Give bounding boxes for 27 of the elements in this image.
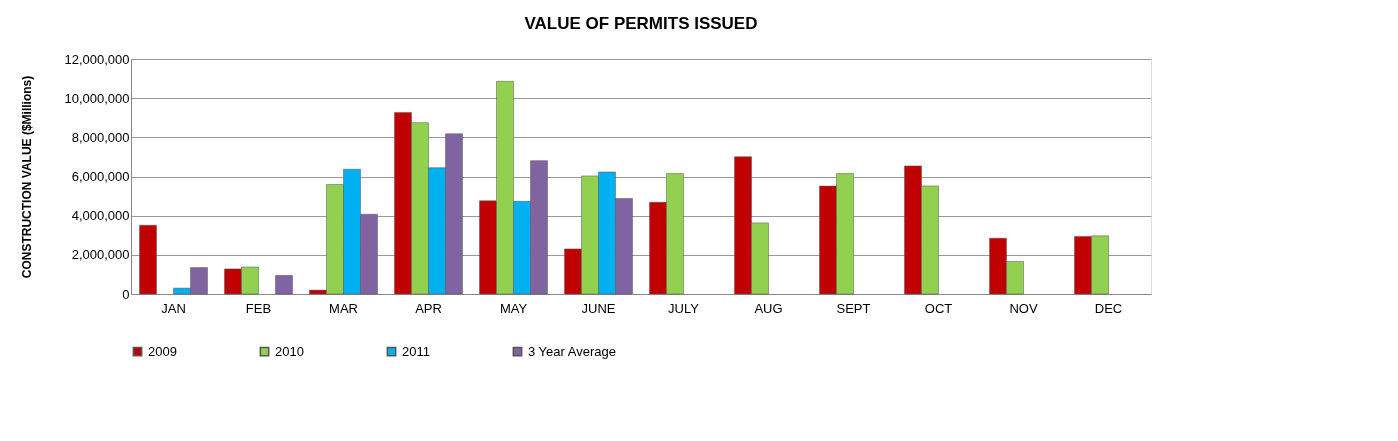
x-tick-label: AUG [754, 300, 783, 316]
x-tick-label: DEC [1094, 300, 1123, 316]
legend-label: 2010 [275, 343, 304, 359]
x-tick-label: MAY [499, 300, 528, 316]
x-tick-label: MAR [329, 300, 358, 316]
y-tick-label: 2,000,000 [71, 247, 130, 263]
x-tick-label: NOV [1009, 300, 1038, 316]
chart-title: VALUE OF PERMITS ISSUED [524, 14, 758, 33]
bar [139, 225, 157, 295]
y-axis-title: CONSTRUCTION VALUE ($Millions) [20, 75, 35, 279]
x-tick-label: JULY [668, 300, 700, 316]
y-tick-label: 10,000,000 [64, 90, 130, 106]
x-tick-label: FEB [245, 300, 272, 316]
x-tick-label: SEPT [836, 300, 871, 316]
legend-label: 3 Year Average [528, 343, 616, 359]
y-tick-label: 12,000,000 [64, 51, 130, 67]
legend-label: 2009 [148, 343, 177, 359]
y-tick-label: 4,000,000 [71, 208, 130, 224]
bar [275, 275, 293, 295]
y-tick-label: 0 [122, 286, 130, 302]
x-tick-label: JAN [161, 300, 186, 316]
y-tick-label: 6,000,000 [71, 169, 130, 184]
x-tick-label: OCT [924, 300, 953, 316]
x-tick-label: JUNE [581, 300, 616, 316]
y-tick-label: 8,000,000 [71, 129, 130, 145]
legend-label: 2011 [402, 343, 430, 359]
x-tick-label: APR [415, 300, 442, 316]
